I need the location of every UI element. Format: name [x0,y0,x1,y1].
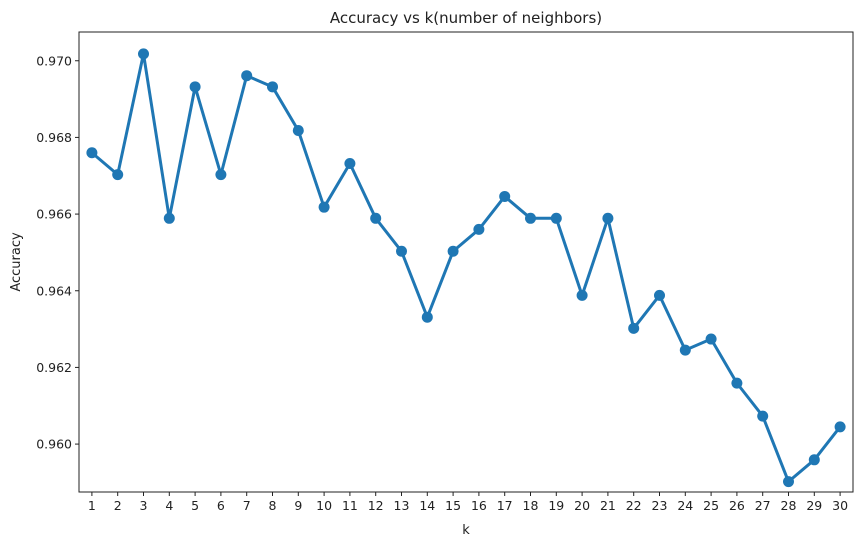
x-tick-label: 27 [755,498,771,513]
data-point [189,81,201,93]
data-point [499,190,511,202]
x-tick-label: 25 [703,498,719,513]
y-tick-label: 0.966 [36,207,72,222]
y-tick-label: 0.960 [36,437,72,452]
chart-title: Accuracy vs k(number of neighbors) [330,9,602,27]
data-point [654,289,665,301]
data-point [292,125,304,137]
plot-frame [78,31,854,493]
data-point [86,147,98,159]
data-point [757,410,769,422]
x-tick-label: 22 [626,498,642,513]
y-axis: 0.960 0.962 0.964 0.966 0.968 0.970 [36,53,79,452]
x-tick-label: 7 [243,498,251,513]
x-tick-label: 11 [342,498,358,513]
data-point [215,169,227,181]
x-tick-label: 23 [652,498,668,513]
data-point [421,311,433,323]
y-axis-label: Accuracy [9,232,24,292]
data-point [628,322,640,334]
x-tick-label: 8 [269,498,277,513]
data-point [783,476,794,488]
data-point [163,212,175,224]
y-tick-label: 0.968 [36,130,72,145]
x-tick-label: 4 [165,498,173,513]
x-tick-label: 21 [600,498,616,513]
data-point [138,48,149,60]
data-point [370,212,382,224]
y-tick-label: 0.970 [36,53,72,68]
data-point [473,223,485,235]
data-point [344,157,356,169]
data-point [396,245,407,257]
x-tick-label: 17 [497,498,513,513]
x-tick-label: 29 [806,498,822,513]
data-point [808,454,820,466]
series-line [90,52,842,484]
x-axis-label: k [462,523,470,538]
x-tick-label: 6 [217,498,225,513]
data-point [550,212,562,224]
data-point [731,377,743,389]
data-point [241,70,253,82]
data-point [679,344,691,356]
plot-series [86,48,846,488]
data-point [447,245,459,257]
x-tick-label: 13 [394,498,410,513]
x-tick-label: 2 [114,498,122,513]
x-tick-label: 9 [294,498,302,513]
x-tick-label: 18 [523,498,539,513]
data-point [705,333,717,345]
x-tick-label: 10 [316,498,332,513]
x-tick-label: 26 [729,498,745,513]
x-tick-label: 28 [781,498,797,513]
data-point [525,212,536,224]
x-tick-label: 3 [140,498,148,513]
x-tick-label: 19 [548,498,564,513]
x-tick-label: 1 [88,498,96,513]
data-point [112,169,124,181]
x-tick-label: 14 [419,498,435,513]
x-tick-label: 5 [191,498,199,513]
data-point [602,212,614,224]
data-point [834,421,846,433]
x-axis: 1 2 3 4 5 6 7 8 9 10 11 12 13 14 15 16 17 18 19 20 21 22 23 24 2… [88,492,848,513]
x-tick-label: 30 [832,498,848,513]
y-tick-label: 0.964 [36,283,72,298]
x-tick-label: 20 [574,498,590,513]
data-point [267,81,278,93]
x-tick-label: 12 [368,498,384,513]
x-tick-label: 24 [677,498,693,513]
data-point [576,289,588,301]
data-point [318,201,330,213]
x-tick-label: 16 [471,498,487,513]
x-tick-label: 15 [445,498,461,513]
y-tick-label: 0.962 [36,360,72,375]
